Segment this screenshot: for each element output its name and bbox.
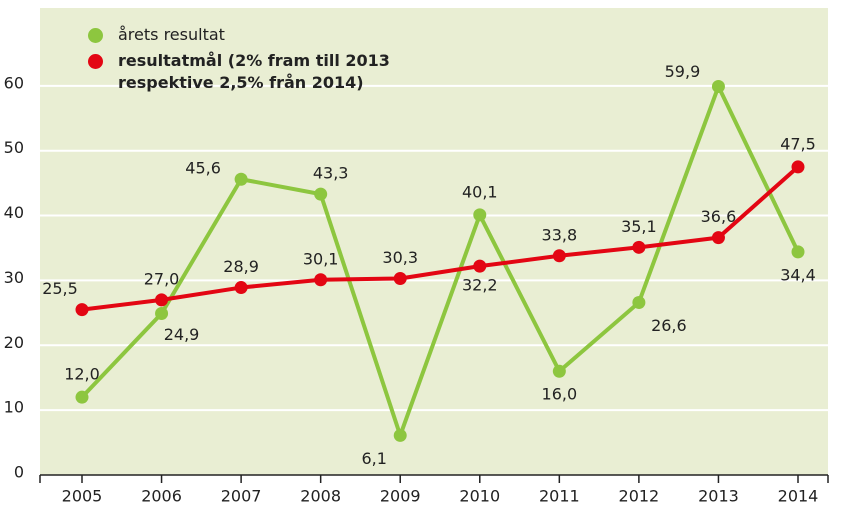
marker (234, 281, 248, 295)
x-tick-label: 2010 (459, 487, 500, 506)
data-label: 30,3 (382, 248, 418, 267)
data-label: 16,0 (542, 385, 578, 404)
marker (234, 172, 248, 186)
x-tick-label: 2009 (380, 487, 421, 506)
legend-swatch (88, 28, 103, 43)
data-label: 25,5 (42, 279, 78, 298)
marker (75, 303, 89, 317)
data-label: 34,4 (780, 265, 816, 284)
marker (791, 245, 805, 259)
data-label: 43,3 (313, 164, 349, 183)
marker (314, 273, 328, 287)
data-label: 33,8 (542, 225, 578, 244)
y-tick-label: 10 (4, 398, 24, 417)
marker (473, 259, 487, 273)
data-label: 36,6 (701, 207, 737, 226)
data-label: 45,6 (185, 159, 221, 178)
x-tick-label: 2014 (778, 487, 819, 506)
legend-label: resultatmål (2% fram till 2013 respektiv… (118, 51, 390, 92)
y-tick-label: 60 (4, 73, 24, 92)
legend-label: årets resultat (118, 25, 225, 44)
y-tick-label: 0 (14, 463, 24, 482)
y-tick-label: 30 (4, 268, 24, 287)
marker (552, 364, 566, 378)
legend-item: årets resultat (88, 24, 428, 46)
x-tick-label: 2005 (62, 487, 103, 506)
data-label: 32,2 (462, 276, 498, 295)
marker (155, 293, 169, 307)
data-label: 6,1 (361, 449, 386, 468)
marker (632, 240, 646, 254)
legend: årets resultat resultatmål (2% fram till … (88, 24, 428, 98)
x-tick-label: 2011 (539, 487, 580, 506)
marker (711, 79, 725, 93)
marker (711, 231, 725, 245)
data-label: 40,1 (462, 182, 498, 201)
legend-swatch (88, 54, 103, 69)
y-tick-label: 20 (4, 333, 24, 352)
data-label: 26,6 (651, 316, 687, 335)
marker (155, 306, 169, 320)
marker (552, 249, 566, 263)
y-tick-label: 40 (4, 203, 24, 222)
data-label: 35,1 (621, 217, 657, 236)
line (80, 84, 800, 438)
x-tick-label: 2013 (698, 487, 739, 506)
marker (791, 160, 805, 174)
marker (632, 295, 646, 309)
legend-item: resultatmål (2% fram till 2013 respektiv… (88, 50, 428, 94)
marker (393, 271, 407, 285)
data-label: 24,9 (164, 325, 200, 344)
data-label: 59,9 (665, 62, 701, 81)
marker (314, 187, 328, 201)
x-tick-label: 2008 (300, 487, 341, 506)
data-label: 28,9 (223, 257, 259, 276)
line (81, 165, 800, 312)
data-label: 30,1 (303, 249, 339, 268)
data-label: 27,0 (144, 269, 180, 288)
y-tick-label: 50 (4, 138, 24, 157)
marker (473, 208, 487, 222)
data-label: 12,0 (64, 365, 100, 384)
marker (75, 390, 89, 404)
x-tick-label: 2012 (619, 487, 660, 506)
x-tick-label: 2006 (141, 487, 182, 506)
data-label: 47,5 (780, 134, 816, 153)
marker (393, 428, 407, 442)
x-tick-label: 2007 (221, 487, 262, 506)
